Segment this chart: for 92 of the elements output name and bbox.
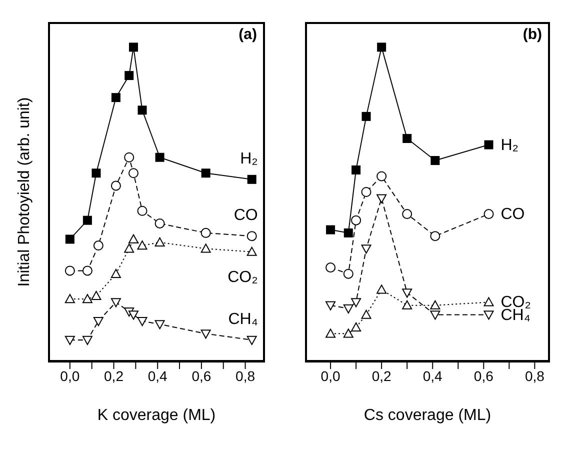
point <box>246 246 257 256</box>
point <box>343 328 354 338</box>
point <box>154 237 165 246</box>
point <box>430 156 440 166</box>
x-tick-label: 0,6 <box>474 368 494 384</box>
point <box>93 240 104 251</box>
point <box>110 180 121 191</box>
point <box>201 168 210 178</box>
point <box>343 268 354 279</box>
point <box>326 225 336 234</box>
series-label: CO₂ <box>228 268 258 286</box>
point <box>484 310 494 320</box>
point <box>343 304 354 314</box>
point <box>128 234 138 244</box>
point <box>326 328 336 338</box>
point <box>246 336 257 345</box>
point <box>154 320 165 330</box>
chart-title: (a) <box>238 26 257 43</box>
point <box>64 266 75 276</box>
point <box>124 244 134 253</box>
point <box>110 298 121 308</box>
point <box>402 134 412 143</box>
point <box>402 300 412 310</box>
point <box>484 297 494 306</box>
x-tick-label: 0,4 <box>148 368 168 384</box>
point <box>137 240 148 250</box>
point <box>124 152 134 162</box>
point <box>351 215 362 226</box>
x-axis-title: Cs coverage (ML) <box>364 407 492 424</box>
point <box>92 168 101 178</box>
x-tick-label: 0,0 <box>320 368 340 384</box>
point <box>137 206 148 216</box>
point <box>91 290 102 300</box>
point <box>111 93 120 102</box>
x-tick-label: 0,4 <box>422 368 443 384</box>
point <box>484 209 494 220</box>
x-tick-label: 0,2 <box>372 368 392 384</box>
point <box>82 216 92 225</box>
point <box>484 140 494 150</box>
point <box>65 234 74 244</box>
series-label: CO <box>500 206 525 224</box>
point <box>361 310 372 319</box>
point <box>137 316 148 326</box>
point <box>326 301 336 310</box>
point <box>200 330 211 339</box>
series-label: H₂ <box>240 150 258 168</box>
x-tick-label: 0,0 <box>60 368 80 384</box>
point <box>82 294 92 304</box>
point <box>128 168 138 178</box>
point <box>200 228 211 238</box>
y-axis-title: Initial Photoyield (arb. unit) <box>16 97 34 287</box>
x-tick-label: 0,8 <box>524 368 545 384</box>
point <box>246 231 257 242</box>
point <box>376 284 387 294</box>
point <box>128 42 138 52</box>
series-label: CO <box>234 207 258 224</box>
point <box>326 262 336 273</box>
x-tick-label: 0,6 <box>192 368 212 384</box>
series-label: H₂ <box>500 136 519 154</box>
series-label: CH₄ <box>228 310 258 328</box>
point <box>138 106 147 115</box>
point <box>402 288 412 298</box>
point <box>376 171 387 182</box>
point <box>247 174 256 184</box>
point <box>93 316 104 326</box>
point <box>376 194 387 204</box>
x-tick-label: 0,2 <box>104 368 124 384</box>
point <box>430 310 440 320</box>
point <box>361 244 372 254</box>
point <box>200 244 211 253</box>
x-tick-label: 0,8 <box>236 368 256 384</box>
point <box>351 298 362 308</box>
point <box>430 300 440 310</box>
point <box>154 218 165 228</box>
point <box>377 42 386 52</box>
point <box>110 268 121 278</box>
point <box>82 336 92 345</box>
point <box>64 294 75 304</box>
x-axis-title: K coverage (ML) <box>97 407 216 424</box>
point <box>361 187 372 197</box>
point <box>82 266 92 276</box>
point <box>430 231 440 242</box>
point <box>128 310 138 320</box>
point <box>352 165 361 174</box>
point <box>362 112 371 121</box>
point <box>344 228 353 238</box>
chart-title: (b) <box>522 26 542 43</box>
point <box>124 71 134 80</box>
point <box>64 336 75 345</box>
point <box>155 152 164 162</box>
point <box>351 322 362 332</box>
point <box>402 209 412 220</box>
